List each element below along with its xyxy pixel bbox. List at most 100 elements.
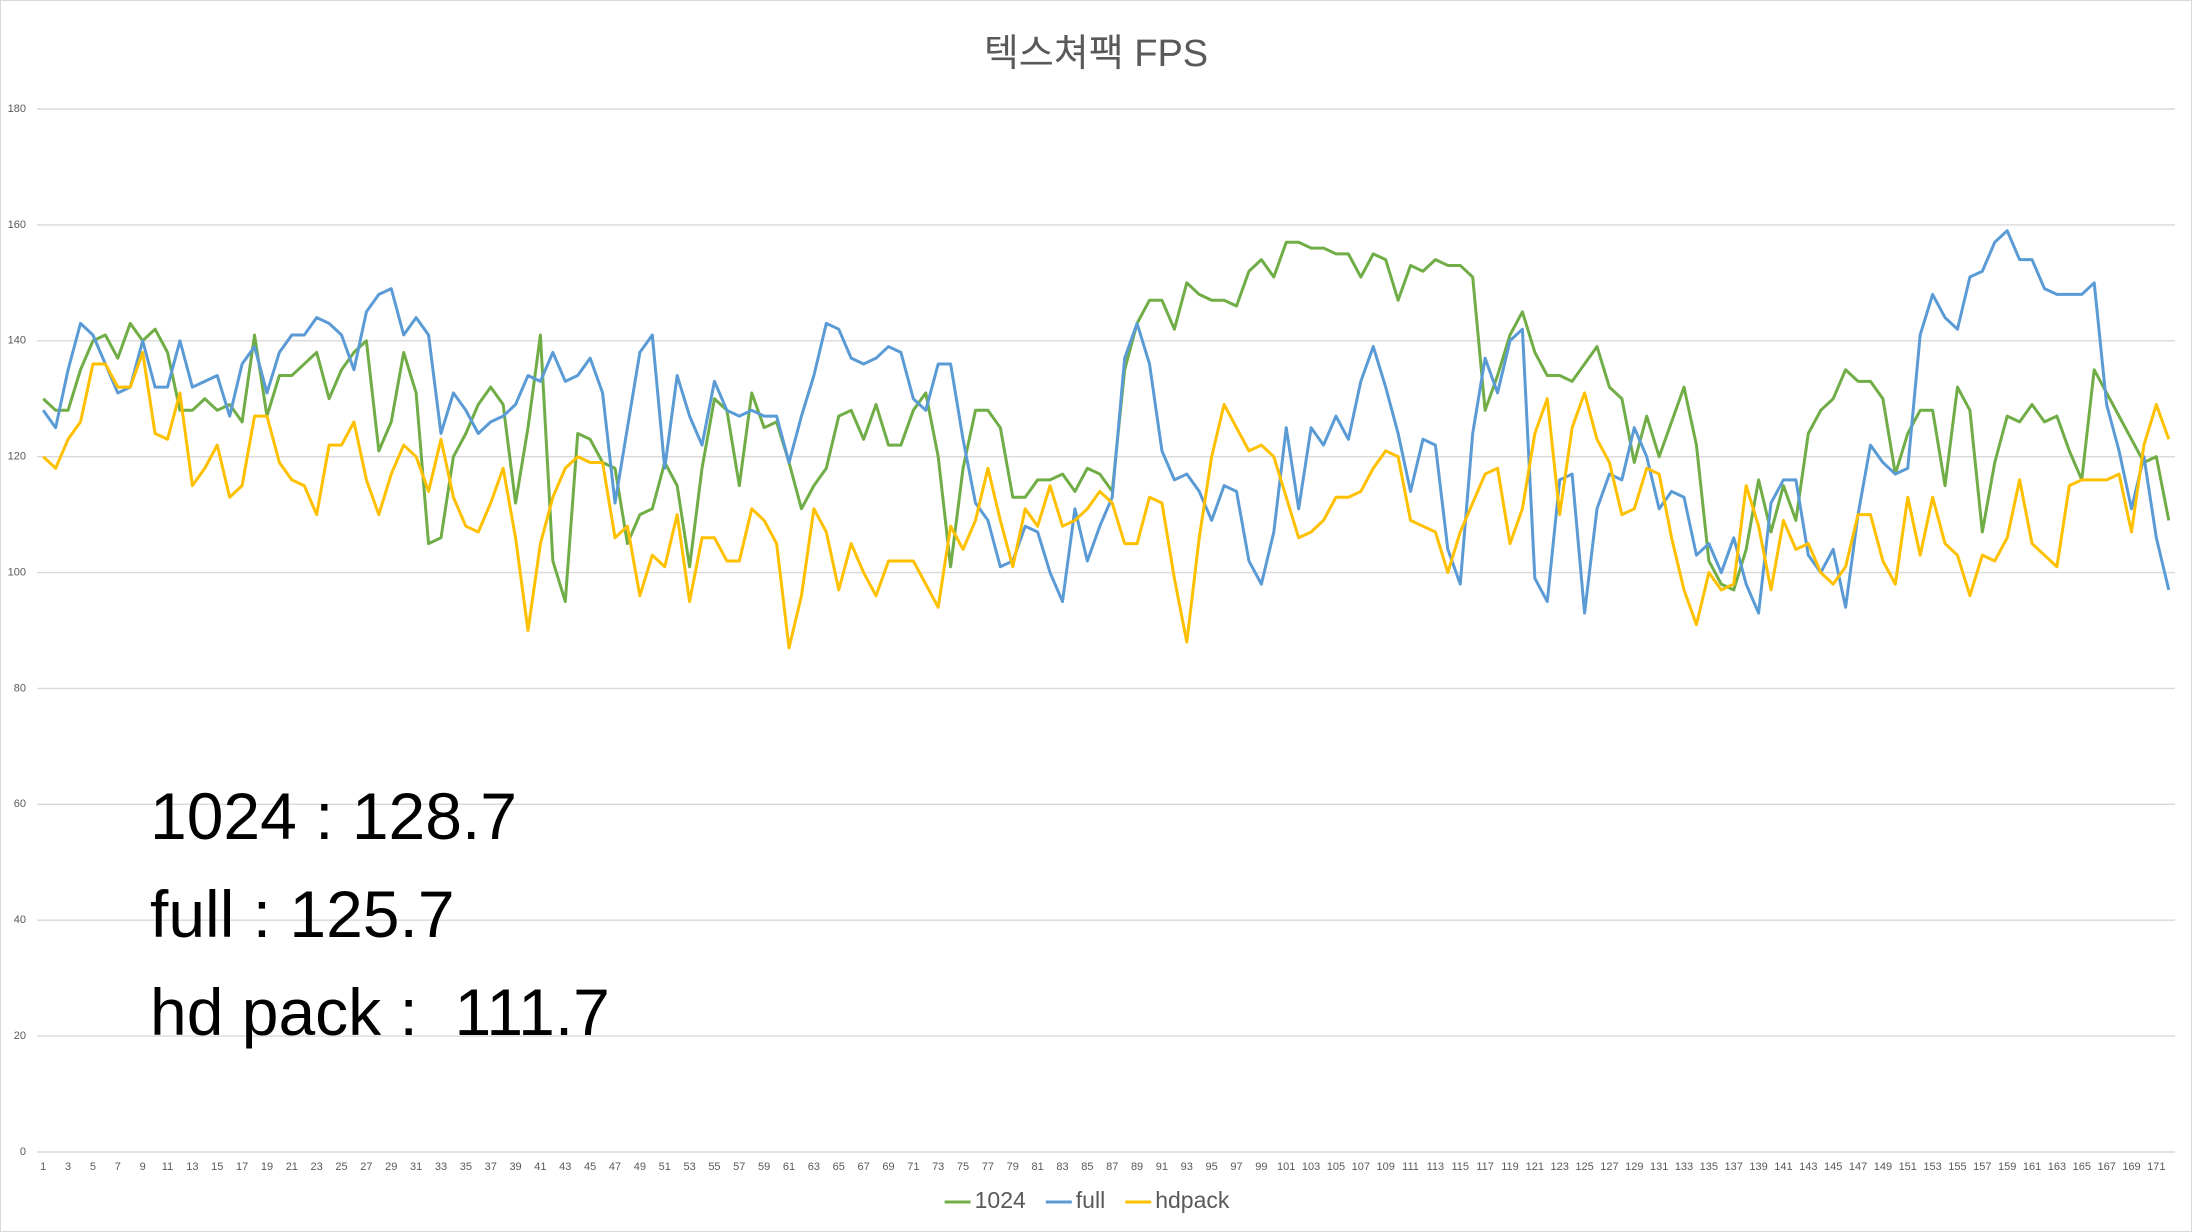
x-tick-label: 59 <box>758 1161 770 1173</box>
x-tick-label: 159 <box>1998 1161 2016 1173</box>
legend-label: 1024 <box>975 1187 1026 1213</box>
x-tick-label: 13 <box>186 1161 198 1173</box>
y-tick-label: 60 <box>14 798 26 810</box>
x-tick-label: 85 <box>1081 1161 1093 1173</box>
x-tick-label: 37 <box>485 1161 497 1173</box>
x-tick-label: 49 <box>634 1161 646 1173</box>
x-tick-label: 65 <box>833 1161 845 1173</box>
y-tick-label: 120 <box>8 451 26 463</box>
x-tick-label: 117 <box>1476 1161 1494 1173</box>
x-tick-label: 157 <box>1973 1161 1991 1173</box>
x-tick-label: 99 <box>1255 1161 1267 1173</box>
x-tick-label: 71 <box>907 1161 919 1173</box>
x-tick-label: 27 <box>360 1161 372 1173</box>
x-tick-label: 61 <box>783 1161 795 1173</box>
x-tick-label: 123 <box>1551 1161 1569 1173</box>
x-tick-label: 111 <box>1402 1161 1419 1173</box>
line-series <box>42 350 2171 650</box>
x-tick-label: 171 <box>2147 1161 2165 1173</box>
x-tick-label: 43 <box>559 1161 571 1173</box>
x-tick-label: 73 <box>932 1161 944 1173</box>
x-tick-label: 75 <box>957 1161 969 1173</box>
x-tick-label: 165 <box>2073 1161 2091 1173</box>
annotation: 1024 : 128.7 <box>150 779 517 853</box>
legend-label: full <box>1076 1187 1105 1213</box>
x-tick-label: 67 <box>857 1161 869 1173</box>
x-tick-label: 79 <box>1007 1161 1019 1173</box>
x-tick-label: 41 <box>534 1161 546 1173</box>
x-tick-label: 29 <box>385 1161 397 1173</box>
y-tick-label: 100 <box>8 566 26 578</box>
x-tick-label: 55 <box>708 1161 720 1173</box>
x-tick-label: 127 <box>1600 1161 1618 1173</box>
chart-title: 텍스쳐팩 FPS <box>984 33 1208 75</box>
x-tick-label: 45 <box>584 1161 596 1173</box>
x-tick-label: 11 <box>162 1161 173 1173</box>
x-tick-label: 149 <box>1874 1161 1892 1173</box>
x-tick-label: 109 <box>1377 1161 1395 1173</box>
x-tick-label: 7 <box>115 1161 121 1173</box>
x-tick-label: 101 <box>1277 1161 1295 1173</box>
x-tick-label: 97 <box>1230 1161 1242 1173</box>
x-tick-label: 133 <box>1675 1161 1693 1173</box>
x-tick-label: 17 <box>236 1161 248 1173</box>
x-tick-label: 147 <box>1849 1161 1867 1173</box>
x-tick-label: 93 <box>1181 1161 1193 1173</box>
line-series <box>42 240 2171 604</box>
x-tick-label: 69 <box>882 1161 894 1173</box>
x-tick-label: 143 <box>1799 1161 1817 1173</box>
y-tick-label: 140 <box>8 335 26 347</box>
x-tick-label: 105 <box>1327 1161 1345 1173</box>
line-series <box>41 229 2171 615</box>
x-tick-label: 25 <box>335 1161 347 1173</box>
x-tick-label: 119 <box>1501 1161 1519 1173</box>
x-tick-label: 1 <box>40 1161 46 1173</box>
x-tick-label: 95 <box>1206 1161 1218 1173</box>
x-tick-label: 15 <box>211 1161 223 1173</box>
x-tick-label: 125 <box>1575 1161 1593 1173</box>
x-tick-label: 137 <box>1725 1161 1743 1173</box>
annotation: full : 125.7 <box>150 877 455 951</box>
y-tick-label: 0 <box>20 1146 26 1158</box>
x-tick-label: 169 <box>2122 1161 2140 1173</box>
x-tick-label: 131 <box>1650 1161 1668 1173</box>
x-tick-label: 139 <box>1749 1161 1767 1173</box>
x-tick-label: 129 <box>1625 1161 1643 1173</box>
y-tick-label: 80 <box>14 682 26 694</box>
x-tick-label: 151 <box>1899 1161 1917 1173</box>
x-tick-label: 167 <box>2097 1161 2115 1173</box>
legend-label: hdpack <box>1155 1187 1230 1213</box>
x-tick-label: 107 <box>1352 1161 1370 1173</box>
x-tick-label: 121 <box>1526 1161 1544 1173</box>
y-tick-label: 160 <box>8 219 26 231</box>
y-tick-label: 180 <box>8 103 26 115</box>
x-tick-label: 9 <box>140 1161 146 1173</box>
x-tick-label: 31 <box>410 1161 422 1173</box>
x-tick-label: 89 <box>1131 1161 1143 1173</box>
x-tick-label: 51 <box>659 1161 671 1173</box>
x-tick-label: 103 <box>1302 1161 1320 1173</box>
x-tick-label: 39 <box>509 1161 521 1173</box>
annotation: hd pack : 111.7 <box>150 975 610 1049</box>
x-tick-label: 5 <box>90 1161 96 1173</box>
x-tick-label: 163 <box>2048 1161 2066 1173</box>
x-tick-label: 19 <box>261 1161 273 1173</box>
y-tick-label: 20 <box>14 1030 26 1042</box>
x-tick-label: 3 <box>65 1161 71 1173</box>
x-tick-label: 83 <box>1056 1161 1068 1173</box>
x-tick-label: 23 <box>311 1161 323 1173</box>
x-tick-label: 113 <box>1427 1161 1445 1173</box>
x-tick-label: 153 <box>1923 1161 1941 1173</box>
x-tick-label: 141 <box>1774 1161 1792 1173</box>
x-tick-label: 53 <box>683 1161 695 1173</box>
x-tick-label: 155 <box>1948 1161 1966 1173</box>
x-tick-label: 77 <box>982 1161 994 1173</box>
x-tick-label: 33 <box>435 1161 447 1173</box>
x-tick-label: 115 <box>1451 1161 1469 1173</box>
x-tick-label: 35 <box>460 1161 472 1173</box>
x-tick-label: 47 <box>609 1161 621 1173</box>
x-tick-label: 57 <box>733 1161 745 1173</box>
x-tick-label: 81 <box>1032 1161 1044 1173</box>
